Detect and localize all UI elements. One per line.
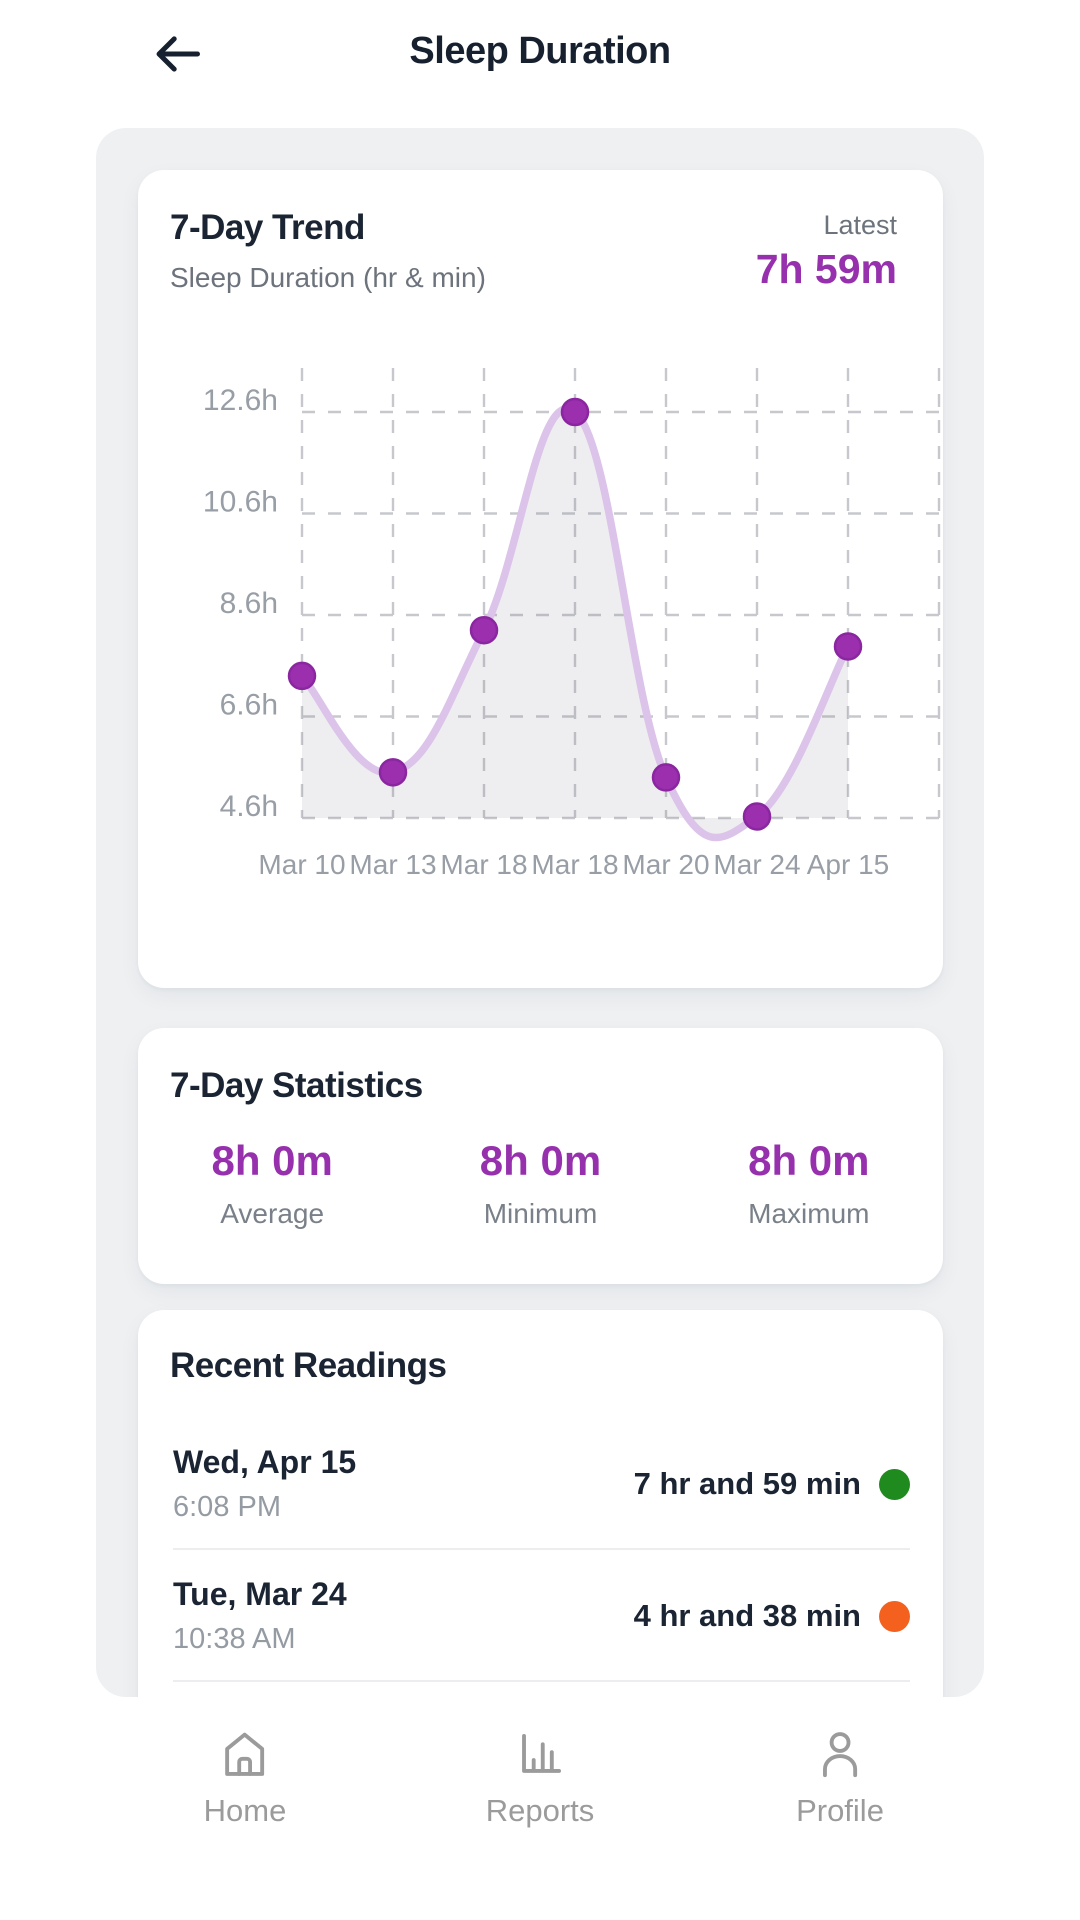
svg-text:Mar 13: Mar 13 bbox=[349, 849, 436, 880]
nav-label-home: Home bbox=[203, 1793, 287, 1828]
status-dot-icon bbox=[879, 1468, 910, 1500]
stat-maximum-value: 8h 0m bbox=[748, 1137, 870, 1184]
back-button[interactable] bbox=[152, 26, 208, 82]
header: Sleep Duration bbox=[0, 0, 1080, 128]
content-panel: 7-Day Trend Sleep Duration (hr & min) La… bbox=[96, 128, 984, 1697]
bottom-nav: Home Reports Profile bbox=[0, 1697, 1080, 1920]
stat-minimum: 8h 0m Minimum bbox=[406, 1137, 674, 1230]
nav-item-home[interactable]: Home bbox=[203, 1725, 287, 1829]
svg-text:Mar 18: Mar 18 bbox=[531, 849, 618, 880]
nav-label-profile: Profile bbox=[796, 1793, 884, 1828]
reading-date: Wed, Apr 15 bbox=[173, 1444, 357, 1480]
svg-text:12.6h: 12.6h bbox=[203, 384, 278, 417]
stat-maximum: 8h 0m Maximum bbox=[675, 1137, 943, 1230]
back-arrow-icon bbox=[152, 28, 208, 80]
stat-average-value: 8h 0m bbox=[211, 1137, 333, 1184]
svg-text:Mar 24: Mar 24 bbox=[713, 849, 800, 880]
person-icon bbox=[811, 1725, 869, 1783]
home-icon bbox=[216, 1725, 274, 1783]
reading-datetime: Tue, Mar 24 10:38 AM bbox=[173, 1576, 347, 1656]
reading-value: 7 hr and 59 min bbox=[633, 1466, 861, 1501]
bar-chart-icon bbox=[511, 1725, 569, 1783]
svg-text:10.6h: 10.6h bbox=[203, 486, 278, 519]
readings-card: Recent Readings Wed, Apr 15 6:08 PM 7 hr… bbox=[138, 1310, 943, 1697]
trend-card: 7-Day Trend Sleep Duration (hr & min) La… bbox=[138, 170, 943, 988]
svg-text:8.6h: 8.6h bbox=[220, 587, 278, 620]
reading-value-group: 4 hr and 38 min bbox=[634, 1598, 910, 1634]
reading-datetime: Wed, Apr 15 6:08 PM bbox=[173, 1444, 356, 1524]
nav-item-profile[interactable]: Profile bbox=[796, 1725, 884, 1829]
svg-text:Mar 18: Mar 18 bbox=[440, 849, 527, 880]
reading-row[interactable]: Tue, Mar 24 10:38 AM 4 hr and 38 min bbox=[173, 1550, 910, 1682]
stats-card-title: 7-Day Statistics bbox=[170, 1066, 423, 1105]
stat-minimum-label: Minimum bbox=[483, 1198, 598, 1230]
reading-time: 10:38 AM bbox=[173, 1623, 296, 1655]
stat-average-label: Average bbox=[220, 1198, 325, 1230]
trend-card-title: 7-Day Trend bbox=[170, 208, 365, 247]
nav-label-reports: Reports bbox=[485, 1793, 595, 1828]
stats-row: 8h 0m Average 8h 0m Minimum 8h 0m Maximu… bbox=[138, 1137, 943, 1230]
reading-date: Tue, Mar 24 bbox=[173, 1576, 347, 1612]
svg-text:4.6h: 4.6h bbox=[220, 790, 278, 823]
svg-text:Apr 15: Apr 15 bbox=[807, 849, 890, 880]
nav-item-reports[interactable]: Reports bbox=[485, 1725, 595, 1829]
latest-label: Latest bbox=[823, 210, 897, 240]
stat-maximum-label: Maximum bbox=[748, 1198, 870, 1230]
svg-text:Mar 20: Mar 20 bbox=[622, 849, 709, 880]
reading-value: 4 hr and 38 min bbox=[633, 1598, 861, 1633]
svg-text:Mar 10: Mar 10 bbox=[258, 849, 345, 880]
readings-list: Wed, Apr 15 6:08 PM 7 hr and 59 min Tue,… bbox=[173, 1418, 910, 1682]
stats-card: 7-Day Statistics 8h 0m Average 8h 0m Min… bbox=[138, 1028, 943, 1284]
latest-value: 7h 59m bbox=[755, 246, 897, 292]
reading-value-group: 7 hr and 59 min bbox=[634, 1466, 910, 1502]
status-dot-icon bbox=[879, 1600, 910, 1632]
svg-text:6.6h: 6.6h bbox=[220, 689, 278, 722]
page-title: Sleep Duration bbox=[409, 30, 671, 72]
stat-minimum-value: 8h 0m bbox=[479, 1137, 602, 1184]
reading-row[interactable]: Wed, Apr 15 6:08 PM 7 hr and 59 min bbox=[173, 1418, 910, 1550]
readings-card-title: Recent Readings bbox=[170, 1346, 447, 1385]
trend-card-subtitle: Sleep Duration (hr & min) bbox=[170, 262, 486, 293]
stat-average: 8h 0m Average bbox=[138, 1137, 406, 1230]
reading-time: 6:08 PM bbox=[173, 1491, 281, 1523]
